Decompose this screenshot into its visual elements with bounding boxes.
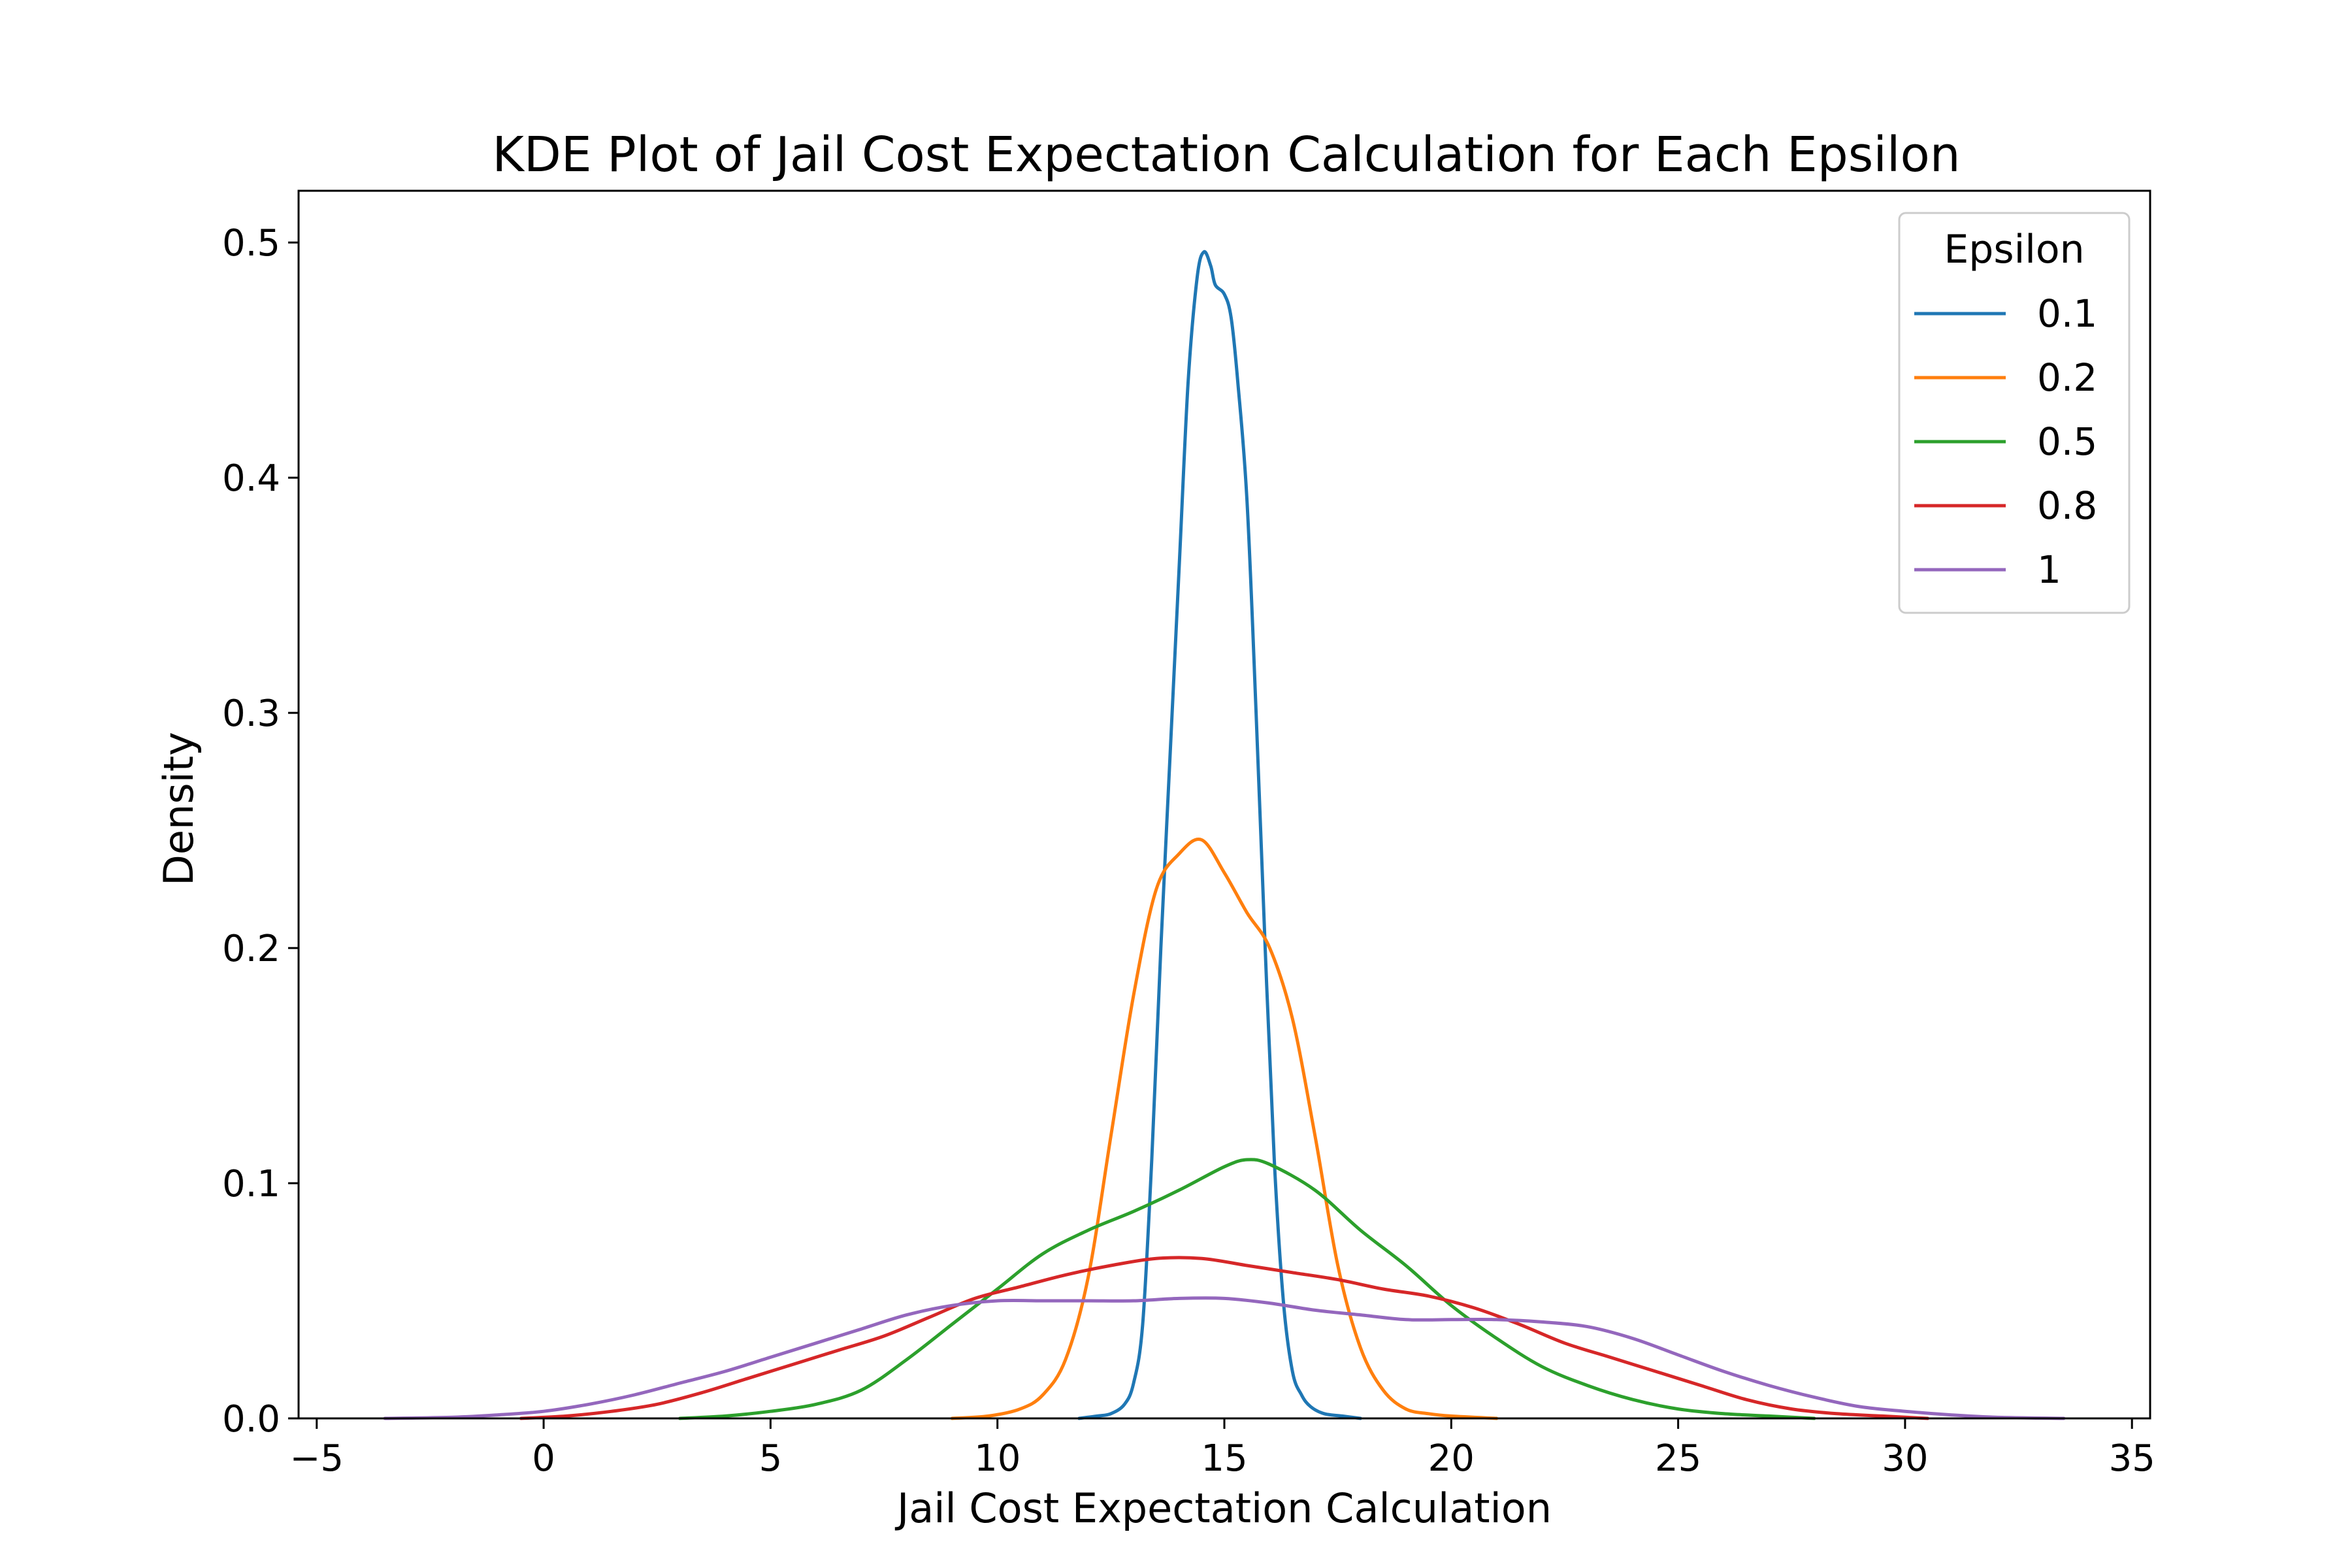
series-line-0 [1077, 250, 1362, 1420]
y-tick-label: 0.1 [222, 1163, 280, 1205]
y-tick-label: 0.0 [222, 1398, 280, 1441]
x-tick-label: 10 [974, 1437, 1021, 1480]
chart-title: KDE Plot of Jail Cost Expectation Calcul… [492, 127, 1960, 183]
y-tick-label: 0.3 [222, 693, 280, 735]
legend-label-4: 1 [2037, 547, 2061, 592]
x-tick-label: 15 [1201, 1437, 1247, 1480]
legend: Epsilon 0.1 0.2 0.5 0.8 1 [1898, 212, 2131, 614]
legend-items: 0.1 0.2 0.5 0.8 1 [1914, 291, 2097, 592]
x-tick-label: 25 [1655, 1437, 1701, 1480]
legend-label-0: 0.1 [2037, 291, 2097, 336]
series-line-1 [950, 838, 1499, 1420]
x-axis-label: Jail Cost Expectation Calculation [894, 1484, 1552, 1532]
series-line-4 [383, 1296, 2066, 1420]
legend-label-2: 0.5 [2037, 419, 2097, 464]
y-axis-label: Density [155, 732, 203, 886]
x-axis-ticks: −5 0 5 10 15 20 25 30 35 [290, 1418, 2155, 1480]
y-axis-ticks: 0.0 0.1 0.2 0.3 0.4 0.5 [222, 222, 299, 1441]
series-lines [383, 250, 2066, 1420]
series-line-2 [678, 1158, 1816, 1420]
series-line-3 [519, 1256, 1930, 1420]
x-tick-label: 20 [1428, 1437, 1475, 1480]
x-tick-label: 30 [1882, 1437, 1928, 1480]
legend-label-1: 0.2 [2037, 355, 2097, 400]
x-tick-label: 0 [532, 1437, 555, 1480]
legend-title: Epsilon [1944, 227, 2084, 272]
x-tick-label: 5 [759, 1437, 783, 1480]
x-tick-label: −5 [290, 1437, 344, 1480]
y-tick-label: 0.5 [222, 222, 280, 265]
y-tick-label: 0.2 [222, 928, 280, 970]
legend-label-3: 0.8 [2037, 483, 2097, 528]
y-tick-label: 0.4 [222, 457, 280, 500]
x-tick-label: 35 [2109, 1437, 2155, 1480]
legend-frame [1898, 212, 2131, 614]
